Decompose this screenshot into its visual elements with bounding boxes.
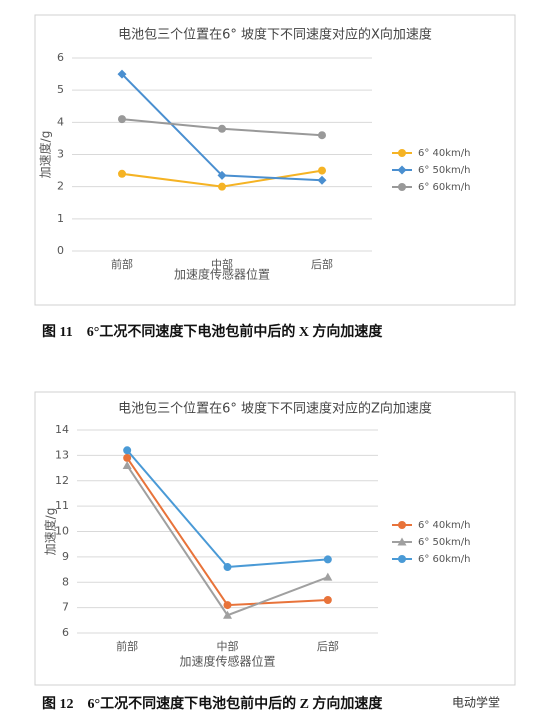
y-tick-label: 6 [62,626,69,639]
legend-label: 6° 50km/h [418,165,471,176]
legend-label: 6° 40km/h [418,520,471,531]
y-tick-label: 7 [62,601,69,614]
data-point [123,453,132,462]
data-point [118,115,126,124]
data-point [318,166,326,175]
figure-caption: 图 12 6°工况不同速度下电池包前中后的 Z 方向加速度 [42,695,383,712]
x-tick-label: 中部 [217,639,239,653]
legend-marker [397,537,407,546]
y-tick-label: 12 [55,474,69,487]
x-tick-label: 前部 [116,639,138,653]
data-point [123,446,132,455]
legend-marker [398,521,406,529]
x-tick-label: 后部 [311,257,333,271]
data-point [223,601,232,610]
y-axis-label: 加速度/g [43,508,58,556]
data-point [218,182,226,191]
legend-label: 6° 60km/h [418,182,471,193]
chart-frame [34,391,516,686]
legend-label: 6° 60km/h [418,554,471,565]
legend-label: 6° 40km/h [418,148,471,159]
chart-title: 电池包三个位置在6° 坡度下不同速度对应的X向加速度 [118,27,432,43]
watermark: 电动学堂 [452,695,500,710]
y-tick-label: 10 [55,525,69,538]
series-line [126,464,329,617]
legend-label: 6° 50km/h [418,537,471,548]
x-axis-label: 加速度传感器位置 [179,654,275,669]
data-point [218,124,226,133]
x-tick-label: 前部 [111,257,133,271]
y-tick-label: 1 [57,212,64,225]
data-point [323,596,332,605]
data-point [217,170,227,180]
data-point [118,169,126,178]
data-point [223,610,232,619]
y-tick-label: 14 [55,423,69,436]
chart-title: 电池包三个位置在6° 坡度下不同速度对应的Z向加速度 [118,401,432,417]
legend-marker [398,555,406,563]
y-tick-label: 9 [62,550,69,563]
y-tick-label: 2 [57,180,64,193]
y-tick-label: 5 [57,83,64,96]
data-point [318,131,326,140]
data-point [122,461,132,470]
chart-frame [34,14,516,306]
legend-marker [397,165,407,175]
x-tick-label: 中部 [211,257,233,271]
data-point [223,563,232,572]
x-tick-label: 后部 [317,639,339,653]
y-tick-label: 13 [55,448,69,461]
y-tick-label: 11 [55,499,69,512]
data-point [317,175,327,185]
y-tick-label: 0 [57,244,64,257]
y-tick-label: 4 [57,115,64,128]
y-tick-label: 8 [62,575,69,588]
data-point [117,69,127,79]
data-point [323,555,332,564]
figure-caption: 图 11 6°工况不同速度下电池包前中后的 X 方向加速度 [42,323,383,340]
y-axis-label: 加速度/g [38,131,53,179]
legend-marker [398,149,406,157]
x-axis-label: 加速度传感器位置 [174,267,270,282]
y-tick-label: 6 [57,51,64,64]
legend-marker [398,183,406,191]
data-point [323,572,333,581]
y-tick-label: 3 [57,148,64,161]
